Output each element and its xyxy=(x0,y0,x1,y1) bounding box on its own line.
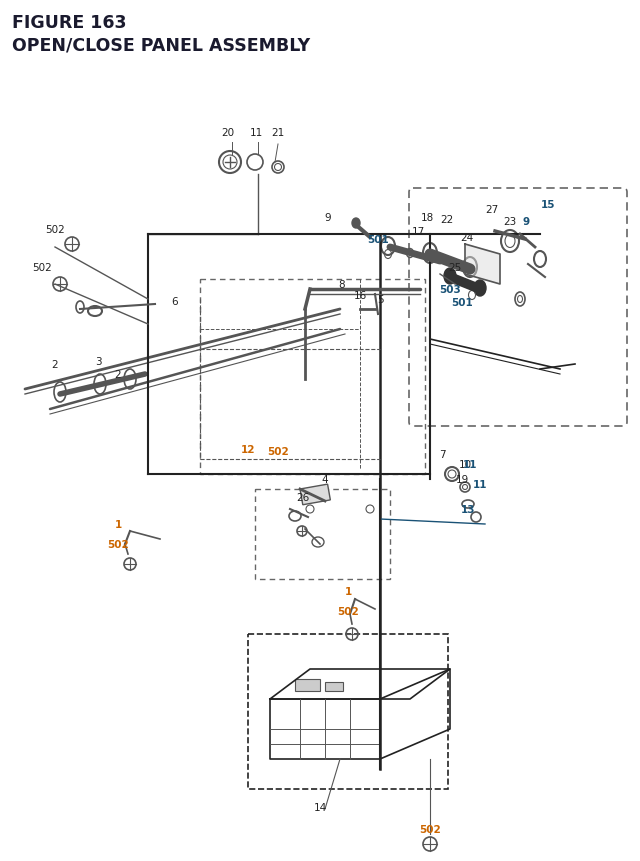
Text: 8: 8 xyxy=(339,280,346,289)
Text: 12: 12 xyxy=(241,444,255,455)
Text: 2: 2 xyxy=(115,369,122,380)
Text: 14: 14 xyxy=(314,802,326,812)
Text: 502: 502 xyxy=(45,225,65,235)
Text: 26: 26 xyxy=(296,492,310,503)
Text: 502: 502 xyxy=(337,606,359,616)
Text: 27: 27 xyxy=(485,205,499,214)
Text: 9: 9 xyxy=(522,217,529,226)
Text: 502: 502 xyxy=(32,263,52,273)
Text: 17: 17 xyxy=(412,226,424,237)
Text: 7: 7 xyxy=(438,449,445,460)
Text: 6: 6 xyxy=(172,297,179,307)
Bar xyxy=(295,679,320,691)
Text: 11: 11 xyxy=(250,127,262,138)
Text: OPEN/CLOSE PANEL ASSEMBLY: OPEN/CLOSE PANEL ASSEMBLY xyxy=(12,36,310,54)
Ellipse shape xyxy=(384,242,392,251)
Text: 21: 21 xyxy=(271,127,285,138)
Ellipse shape xyxy=(444,269,456,285)
Bar xyxy=(300,485,330,505)
Text: 15: 15 xyxy=(541,200,556,210)
Text: 502: 502 xyxy=(419,824,441,834)
Text: 23: 23 xyxy=(504,217,516,226)
Text: 10: 10 xyxy=(458,460,472,469)
Text: 1: 1 xyxy=(115,519,122,530)
Text: 5: 5 xyxy=(377,294,383,305)
Ellipse shape xyxy=(474,281,486,297)
Polygon shape xyxy=(465,245,500,285)
Text: 3: 3 xyxy=(95,356,101,367)
Text: 502: 502 xyxy=(267,447,289,456)
Text: 19: 19 xyxy=(456,474,468,485)
Text: 1: 1 xyxy=(344,586,351,597)
Text: 11: 11 xyxy=(463,460,477,469)
Text: 503: 503 xyxy=(439,285,461,294)
Text: 13: 13 xyxy=(461,505,476,514)
Text: 16: 16 xyxy=(353,291,367,300)
Text: 25: 25 xyxy=(449,263,461,273)
Bar xyxy=(325,682,343,691)
Text: 2: 2 xyxy=(52,360,58,369)
Text: 4: 4 xyxy=(322,474,328,485)
Text: 9: 9 xyxy=(324,213,332,223)
Text: FIGURE 163: FIGURE 163 xyxy=(12,14,127,32)
Text: 24: 24 xyxy=(460,232,474,243)
Text: 22: 22 xyxy=(440,214,454,225)
Text: 502: 502 xyxy=(107,539,129,549)
Text: 501: 501 xyxy=(367,235,389,245)
Text: 20: 20 xyxy=(221,127,235,138)
Text: 501: 501 xyxy=(451,298,473,307)
Ellipse shape xyxy=(352,219,360,229)
Text: 18: 18 xyxy=(420,213,434,223)
Text: 11: 11 xyxy=(473,480,487,489)
